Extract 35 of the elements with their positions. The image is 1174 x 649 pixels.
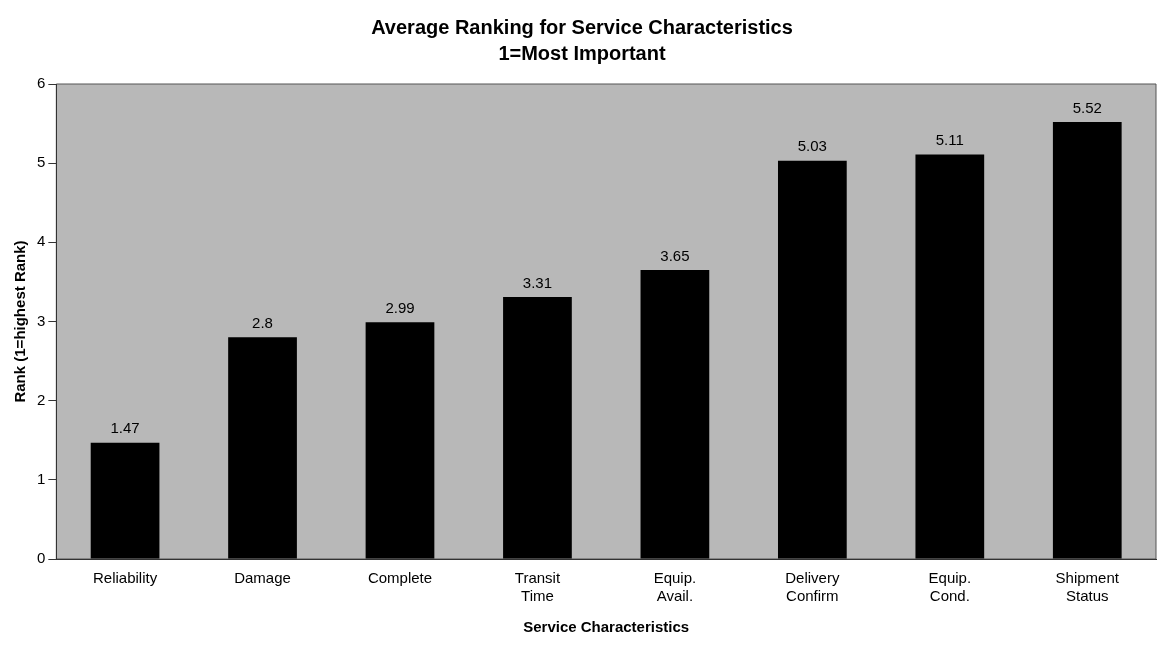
- y-tick-label: 3: [37, 311, 46, 329]
- y-tick-label: 0: [37, 549, 46, 567]
- data-label: 5.03: [797, 137, 827, 155]
- bar: [503, 296, 572, 559]
- bar: [640, 270, 710, 559]
- data-label: 5.52: [1072, 98, 1102, 116]
- y-tick-label: 4: [37, 232, 46, 250]
- x-tick-label: Transit Time: [514, 569, 561, 605]
- bar: [90, 442, 160, 559]
- chart-subtitle: 1=Most Important: [498, 41, 666, 64]
- x-tick-label: Complete: [367, 569, 433, 587]
- x-tick-label: Equip. Avail.: [653, 569, 697, 605]
- x-tick-label: Damage: [234, 569, 291, 587]
- chart-title: Average Ranking for Service Characteristics: [371, 15, 793, 38]
- data-label: 2.99: [385, 298, 415, 316]
- y-tick-label: 6: [37, 74, 46, 92]
- bar: [365, 322, 435, 559]
- bar: [228, 337, 297, 559]
- x-axis-title: Service Characteristics: [523, 618, 690, 636]
- y-tick-label: 1: [37, 469, 46, 487]
- y-tick-label: 5: [37, 153, 46, 171]
- x-tick-label: Shipment Status: [1055, 569, 1120, 605]
- data-label: 5.11: [935, 131, 964, 149]
- x-tick-label: Equip. Cond.: [928, 569, 972, 605]
- bar: [915, 154, 985, 559]
- x-tick-label: Reliability: [92, 569, 158, 587]
- y-tick-label: 2: [37, 390, 46, 408]
- x-tick-label: Delivery Confirm: [785, 569, 840, 605]
- data-label: 3.31: [522, 273, 553, 291]
- bar: [777, 160, 847, 559]
- data-label: 2.8: [252, 313, 273, 331]
- data-label: 1.47: [110, 419, 140, 437]
- y-axis-title: Rank (1=highest Rank): [11, 240, 29, 403]
- data-label: 3.65: [660, 246, 690, 264]
- bar: [1052, 122, 1122, 559]
